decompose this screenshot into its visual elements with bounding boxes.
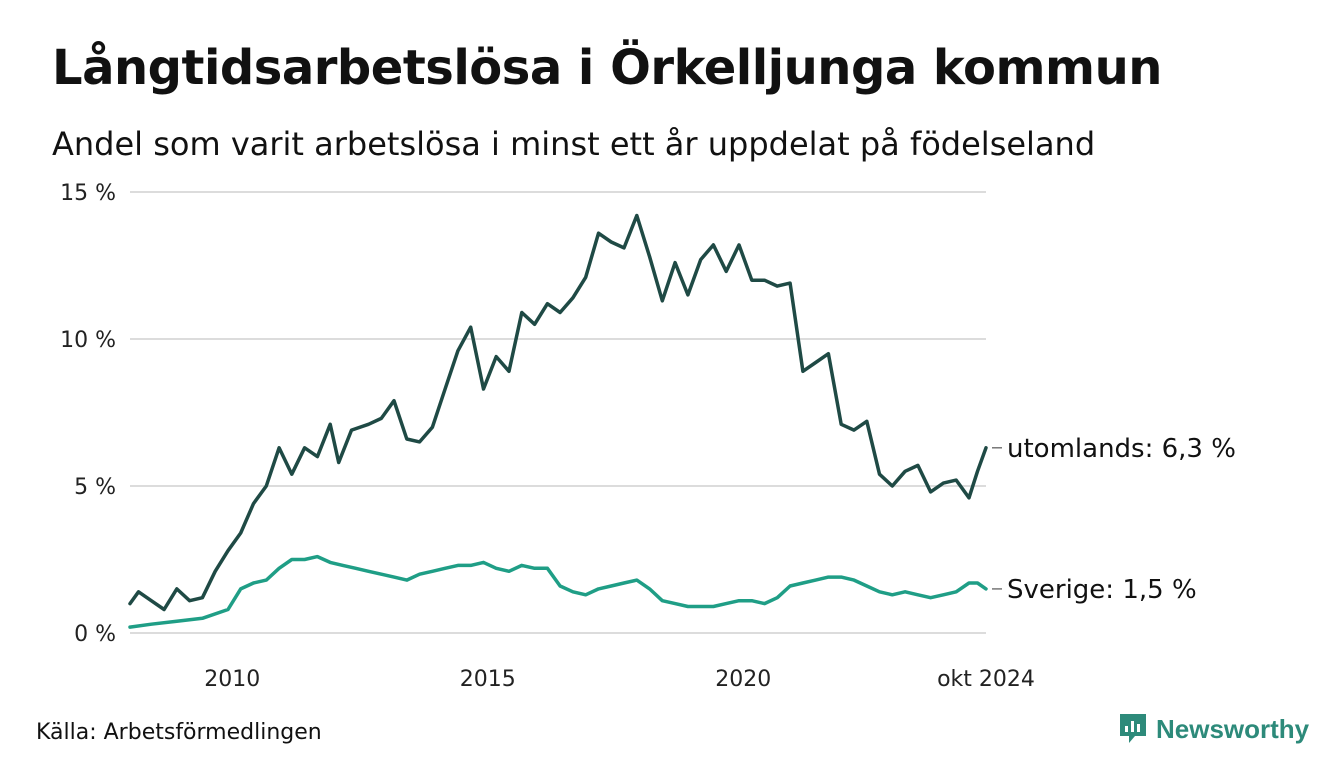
series-end-label: Sverige: 1,5 % [1007, 575, 1197, 605]
y-tick-label: 0 % [74, 622, 116, 647]
chart-title: Långtidsarbetslösa i Örkelljunga kommun [52, 40, 1162, 96]
end-labels: utomlands: 6,3 % Sverige: 1,5 % [992, 434, 1236, 605]
y-tick-label: 5 % [74, 475, 116, 500]
chart-subtitle: Andel som varit arbetslösa i minst ett å… [52, 125, 1096, 163]
x-axis-ticks: 2010 2015 2020 okt 2024 [204, 667, 1035, 692]
series-end-label: utomlands: 6,3 % [1007, 434, 1236, 464]
gridlines [130, 191, 986, 634]
y-axis-ticks: 0 % 5 % 10 % 15 % [60, 181, 116, 647]
x-tick-label: okt 2024 [937, 667, 1035, 692]
x-tick-label: 2010 [204, 667, 260, 692]
source-note: Källa: Arbetsförmedlingen [36, 720, 322, 745]
series-lines [128, 213, 988, 629]
series-line-1 [128, 213, 988, 612]
x-tick-label: 2015 [460, 667, 516, 692]
newsworthy-logo-icon [1120, 714, 1146, 743]
brand-name: Newsworthy [1156, 713, 1310, 744]
brand-logo: Newsworthy [1118, 712, 1309, 746]
series-line-2 [128, 554, 988, 629]
y-tick-label: 15 % [60, 181, 116, 206]
y-tick-label: 10 % [60, 328, 116, 353]
x-tick-label: 2020 [715, 667, 771, 692]
